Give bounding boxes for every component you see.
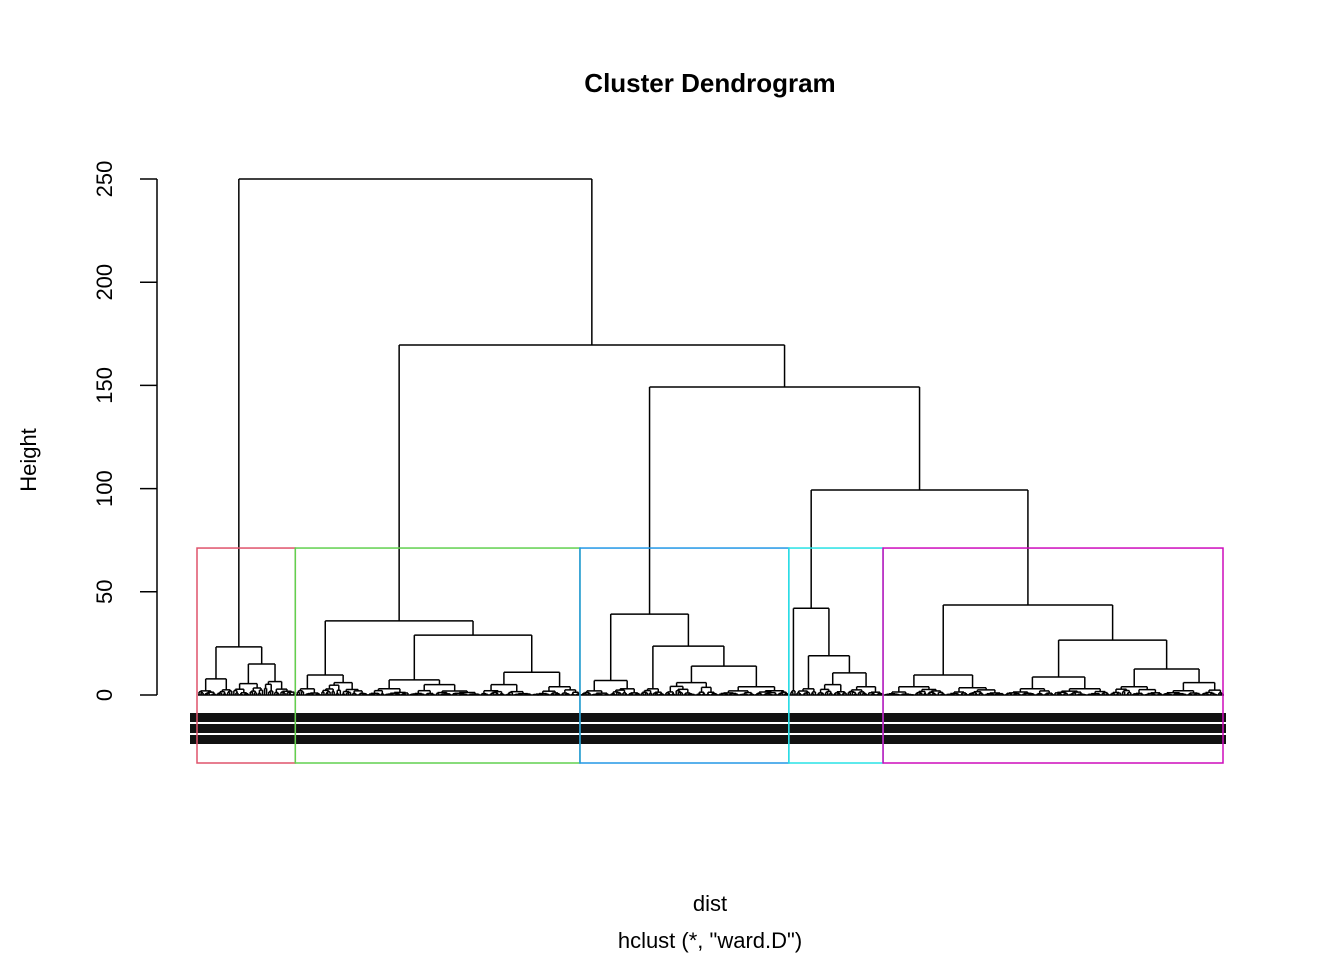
chart-title: Cluster Dendrogram	[584, 68, 835, 98]
y-tick-label: 100	[92, 470, 117, 507]
chart-subtitle: hclust (*, "ward.D")	[618, 928, 802, 953]
y-tick-label: 150	[92, 367, 117, 404]
leaf-labels	[190, 713, 1226, 744]
dendrogram-tree	[198, 178, 1224, 696]
cluster-rectangles	[196, 547, 1224, 764]
y-tick-label: 50	[92, 580, 117, 604]
y-tick-label: 200	[92, 264, 117, 301]
y-tick-label: 250	[92, 161, 117, 198]
y-axis: 0 50 100 150 200 250	[92, 161, 158, 701]
x-axis-label: dist	[693, 891, 727, 916]
leaf-label-band	[190, 724, 1226, 733]
y-axis-label: Height	[16, 428, 41, 492]
y-tick-label: 0	[92, 689, 117, 701]
leaf-label-band	[190, 713, 1226, 722]
leaf-label-band	[190, 735, 1226, 744]
cluster-rect-5	[882, 547, 1224, 764]
